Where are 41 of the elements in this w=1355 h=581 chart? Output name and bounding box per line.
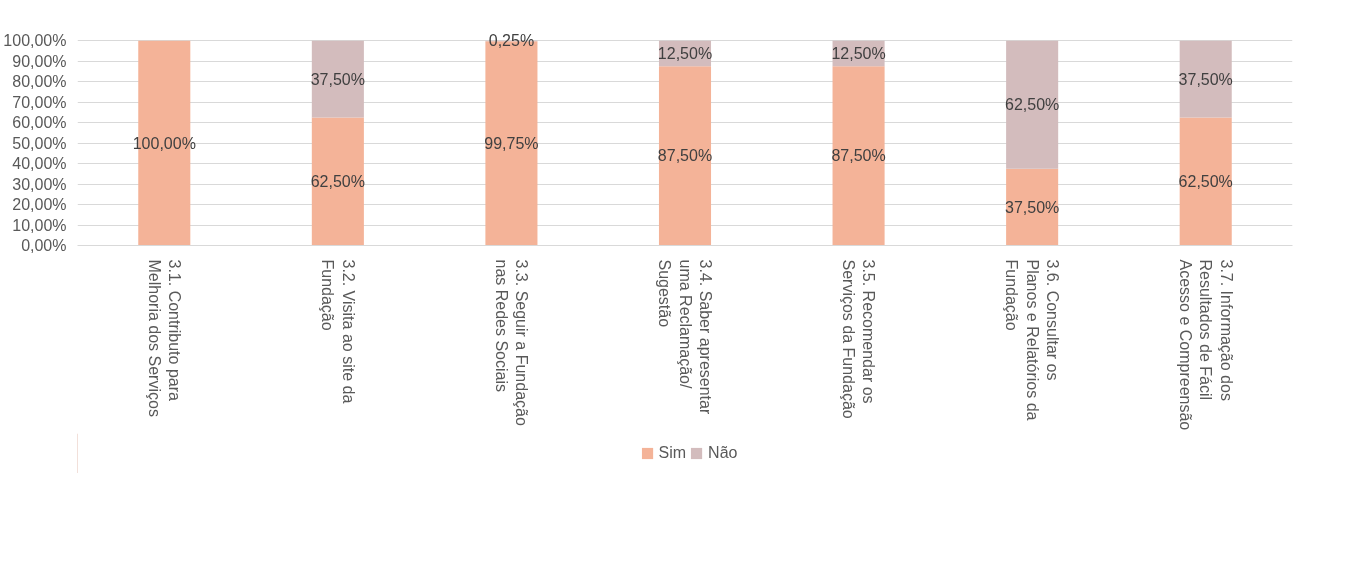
x-tick-label: 3.6. Consultar os Planos e Relatórios da Fundação [1003, 259, 1062, 421]
y-tick-label: 100,00% [3, 32, 67, 50]
x-tick-label: 3.1. Contributo para Melhoria dos Serviços [145, 259, 183, 417]
x-tick-label: 3.3. Seguir a Fundação nas Redes Sociais [492, 259, 531, 426]
bar [1179, 117, 1232, 246]
data-label: 100,00% [132, 134, 196, 152]
x-tick-label: 3.2. Visita ao site da Fundação [319, 259, 357, 404]
y-tick-label: 10,00% [12, 216, 67, 234]
data-label: 37,50% [1178, 70, 1233, 88]
bar [311, 117, 364, 246]
y-tick-label: 80,00% [12, 73, 67, 91]
data-label: 87,50% [657, 147, 713, 165]
y-tick-label: 60,00% [12, 114, 67, 132]
bar [832, 66, 885, 246]
y-tick-label: 40,00% [12, 155, 67, 173]
data-label: 99,75% [484, 134, 539, 152]
legend-label: Sim [658, 444, 687, 462]
y-tick-label: 70,00% [12, 93, 67, 111]
x-tick-label: 3.4. Saber apresentar uma Reclamação/ Sugestão [656, 259, 714, 415]
y-tick-label: 30,00% [12, 175, 67, 193]
bar [658, 66, 712, 246]
data-label: 0,25% [488, 32, 535, 50]
x-tick-label: 3.5. Recomendar os Serviços da Fundação [839, 259, 878, 419]
legend-label: Não [708, 444, 738, 462]
bar [1006, 168, 1059, 246]
bar [1179, 40, 1232, 118]
data-label: 37,50% [1005, 198, 1060, 216]
bar [311, 40, 364, 118]
y-tick-label: 50,00% [12, 134, 67, 152]
data-label: 37,50% [310, 70, 365, 88]
data-label: 62,50% [1178, 173, 1233, 191]
y-tick-label: 90,00% [12, 52, 67, 70]
y-tick-label: 0,00% [21, 237, 67, 254]
data-label: 62,50% [1005, 96, 1060, 114]
x-tick-label: 3.7. Informação dos Resultados de Fácil Acesso e Compreensão [1176, 259, 1235, 431]
data-label: 12,50% [831, 45, 886, 63]
y-tick-label: 20,00% [12, 196, 67, 214]
bar [1006, 40, 1059, 169]
data-label: 12,50% [657, 45, 713, 63]
data-label: 87,50% [831, 147, 886, 165]
data-label: 62,50% [310, 173, 365, 191]
